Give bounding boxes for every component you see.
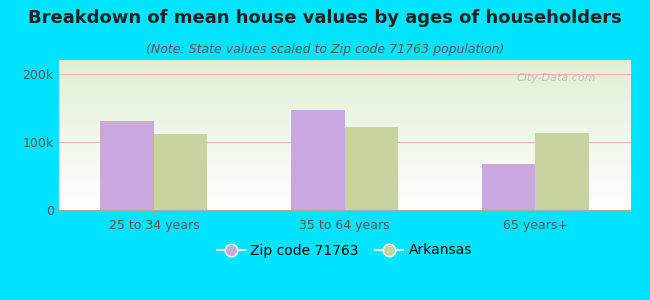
Bar [58,193,630,195]
Bar [58,84,630,86]
Bar [58,69,630,71]
Bar [535,133,588,210]
Bar [58,60,630,62]
Bar [58,139,630,141]
Bar [58,144,630,146]
Bar [58,68,630,69]
Bar [58,131,630,133]
Bar [58,142,630,144]
Bar [58,101,630,103]
Bar [58,94,630,96]
Bar [58,118,630,120]
Bar [58,158,630,159]
Legend: Zip code 71763, Arkansas: Zip code 71763, Arkansas [211,238,478,263]
Bar [58,188,630,189]
Bar [58,124,630,126]
Bar [58,208,630,210]
Bar [58,202,630,204]
Bar [58,137,630,139]
Text: (Note: State values scaled to Zip code 71763 population): (Note: State values scaled to Zip code 7… [146,44,504,56]
Bar [58,88,630,90]
Bar [58,165,630,167]
Bar [58,71,630,73]
Bar [58,146,630,148]
Bar [58,180,630,182]
Bar [58,133,630,135]
Bar [58,186,630,188]
Bar [58,96,630,98]
Bar [58,92,630,94]
Bar [291,110,344,210]
Bar [58,98,630,99]
Bar [58,152,630,154]
Bar [58,86,630,88]
Bar [58,199,630,201]
Bar [58,163,630,165]
Bar [58,135,630,137]
Text: City-Data.com: City-Data.com [516,73,596,83]
Bar [58,204,630,206]
Bar [58,191,630,193]
Bar [58,201,630,203]
Bar [101,122,154,210]
Bar [58,111,630,112]
Bar [58,66,630,68]
Bar [482,164,535,210]
Bar [344,127,398,210]
Bar [58,167,630,169]
Bar [58,141,630,142]
Bar [58,122,630,124]
Bar [58,128,630,129]
Bar [58,182,630,184]
Bar [58,129,630,131]
Bar [58,120,630,122]
Bar [58,105,630,107]
Bar [58,178,630,180]
Bar [58,169,630,171]
Bar [58,126,630,127]
Bar [58,90,630,92]
Bar [58,103,630,105]
Bar [58,62,630,64]
Bar [58,161,630,163]
Bar [58,154,630,156]
Bar [58,159,630,161]
Bar [58,116,630,118]
Bar [58,176,630,178]
Bar [58,197,630,199]
Bar [58,82,630,84]
Bar [58,75,630,77]
Bar [58,156,630,158]
Bar [58,99,630,101]
Bar [58,150,630,152]
Bar [58,189,630,191]
Bar [58,109,630,111]
Bar [58,73,630,75]
Bar [58,79,630,81]
Bar [58,206,630,208]
Text: Breakdown of mean house values by ages of householders: Breakdown of mean house values by ages o… [28,9,622,27]
Bar [58,81,630,82]
Bar [58,148,630,150]
Bar [58,107,630,109]
Bar [58,195,630,197]
Bar [58,184,630,186]
Bar [58,77,630,79]
Bar [58,174,630,176]
Bar [58,64,630,66]
Bar [154,134,207,210]
Bar [58,172,630,174]
Bar [58,112,630,114]
Bar [58,114,630,116]
Bar [58,171,630,172]
